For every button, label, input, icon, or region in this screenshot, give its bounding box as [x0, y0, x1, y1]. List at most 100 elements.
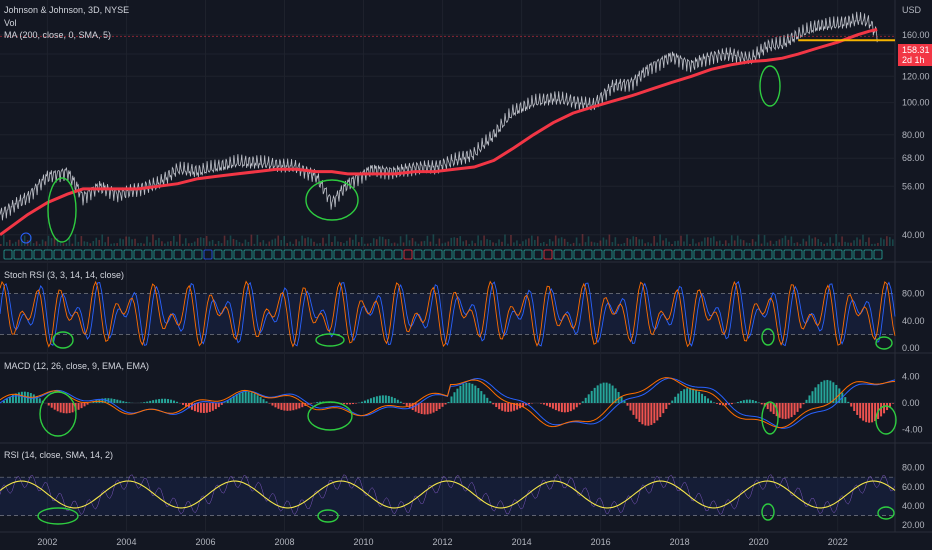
macd-hist-bar	[59, 403, 62, 413]
macd-hist-bar	[381, 395, 384, 403]
event-marker	[853, 249, 863, 260]
volume-bar	[32, 243, 35, 246]
event-marker	[53, 249, 63, 260]
volume-bar	[184, 238, 187, 246]
macd-hist-bar	[510, 403, 513, 412]
annotation-circle	[759, 65, 781, 107]
event-marker	[743, 249, 753, 260]
macd-hist-bar	[587, 394, 590, 403]
volume-bar	[450, 237, 453, 246]
macd-hist-bar	[426, 403, 429, 415]
volume-bar	[295, 239, 297, 246]
macd-hist-bar	[838, 388, 841, 403]
event-marker	[343, 249, 353, 260]
event-marker	[333, 249, 343, 260]
volume-bar	[360, 236, 363, 246]
event-marker	[353, 249, 363, 260]
volume-bar	[349, 237, 351, 246]
volume-bar	[265, 243, 268, 246]
event-marker	[323, 249, 333, 260]
volume-bar	[471, 240, 473, 246]
macd-hist-bar	[862, 403, 865, 421]
volume-bar	[101, 234, 104, 246]
macd-hist-bar	[539, 403, 542, 404]
macd-hist-bar	[868, 403, 871, 423]
macd-label: MACD (12, 26, close, 9, EMA, EMA)	[4, 361, 150, 371]
event-marker	[643, 249, 653, 260]
macd-hist-bar	[504, 403, 507, 412]
volume-bar	[569, 243, 572, 246]
volume-bar	[417, 243, 420, 246]
volume-bar	[274, 238, 277, 246]
macd-hist-bar	[730, 403, 733, 405]
macd-hist-bar	[170, 399, 173, 403]
event-marker	[423, 249, 433, 260]
macd-hist-bar	[692, 388, 695, 403]
volume-bar	[113, 243, 115, 246]
macd-hist-bar	[298, 403, 301, 409]
volume-bar	[835, 234, 837, 246]
volume-bar	[408, 240, 411, 246]
macd-hist-bar	[593, 387, 596, 403]
volume-bar	[710, 237, 712, 246]
macd-hist-bar	[226, 400, 229, 403]
volume-bar	[790, 236, 793, 246]
event-marker	[813, 249, 823, 260]
volume-bar	[384, 239, 387, 246]
macd-hist-bar	[349, 403, 352, 405]
event-marker	[183, 249, 193, 260]
volume-bar	[620, 243, 623, 246]
macd-hist-bar	[751, 400, 754, 403]
macd-hist-bar	[378, 395, 381, 403]
y-tick-80: 80.00	[902, 130, 925, 140]
volume-bar	[170, 241, 172, 246]
volume-bar	[772, 243, 775, 246]
tick-macd--4.00: -4.00	[902, 424, 923, 434]
volume-bar	[429, 241, 432, 246]
macd-hist-bar	[289, 403, 292, 411]
volume-bar	[110, 243, 112, 246]
event-marker	[503, 249, 513, 260]
macd-hist-bar	[53, 403, 56, 410]
macd-hist-bar	[283, 403, 286, 411]
macd-hist-bar	[286, 403, 289, 411]
annotation-circle	[315, 333, 345, 347]
volume-bar	[584, 242, 587, 246]
macd-hist-bar	[480, 391, 483, 403]
macd-hist-bar	[113, 398, 116, 403]
macd-hist-bar	[716, 403, 718, 404]
event-marker	[303, 249, 313, 260]
macd-hist-bar	[316, 402, 319, 403]
y-tick-56: 56.00	[902, 181, 925, 191]
volume-bar	[83, 241, 86, 246]
macd-hist-bar	[778, 403, 781, 418]
macd-hist-bar	[522, 403, 525, 407]
volume-bar	[510, 234, 512, 246]
volume-bar	[366, 243, 369, 246]
volume-bar	[501, 241, 503, 246]
event-marker	[493, 249, 503, 260]
volume-bar	[325, 243, 327, 246]
event-marker	[113, 249, 123, 260]
volume-bar	[149, 242, 151, 246]
rsi-ma-line	[0, 480, 896, 509]
macd-hist-bar	[599, 383, 602, 403]
volume-bar	[41, 239, 44, 246]
event-marker	[123, 249, 133, 260]
macd-hist-bar	[525, 403, 528, 406]
volume-bar	[232, 238, 235, 246]
volume-bar	[411, 238, 414, 246]
macd-hist-bar	[414, 403, 417, 412]
macd-hist-bar	[516, 403, 519, 410]
macd-hist-bar	[617, 392, 620, 403]
macd-hist-bar	[787, 403, 790, 419]
macd-hist-bar	[181, 403, 184, 405]
volume-bar	[363, 243, 366, 246]
volume-bar	[128, 236, 130, 246]
volume-bar	[826, 242, 828, 246]
volume-label: Vol	[4, 18, 17, 28]
macd-hist-bar	[143, 402, 146, 403]
x-tick-2014: 2014	[512, 537, 532, 547]
macd-hist-bar	[832, 382, 835, 403]
